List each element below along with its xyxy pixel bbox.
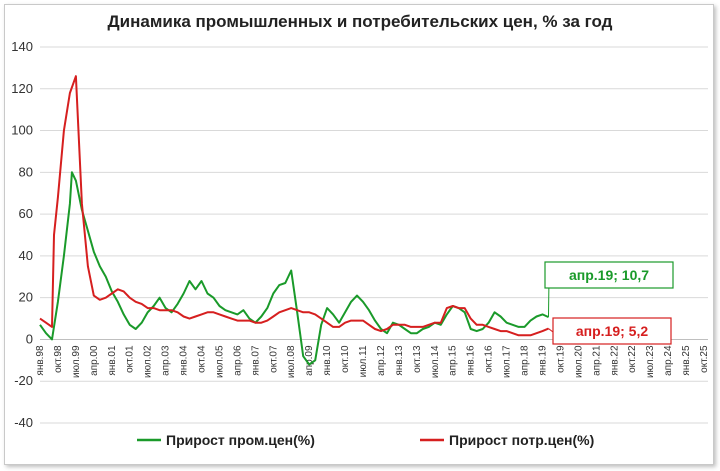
x-tick-label: апр.18 <box>520 345 531 376</box>
x-tick-label: янв.07 <box>250 345 261 376</box>
x-tick-label: июл.11 <box>358 345 369 377</box>
x-tick-label: апр.12 <box>376 345 387 376</box>
x-tick-label: янв.25 <box>681 345 692 376</box>
y-tick-label: 80 <box>19 164 33 179</box>
x-tick-label: янв.22 <box>609 345 620 376</box>
x-tick-label: апр.03 <box>161 345 172 376</box>
x-tick-label: янв.10 <box>322 345 333 376</box>
y-tick-label: 60 <box>19 206 33 221</box>
legend-label: Прирост потр.цен(%) <box>449 432 594 448</box>
x-tick-label: апр.06 <box>232 345 243 376</box>
x-tick-label: апр.21 <box>591 345 602 376</box>
x-tick-label: окт.04 <box>197 345 208 373</box>
series-line-1 <box>39 171 549 366</box>
x-tick-label: апр.09 <box>304 345 315 376</box>
x-tick-label: окт.98 <box>53 345 64 373</box>
legend: Прирост пром.цен(%) Прирост потр.цен(%) <box>137 432 594 448</box>
y-tick-label: 120 <box>11 81 33 96</box>
x-tick-label: июл.02 <box>143 345 154 378</box>
y-tick-label: 100 <box>11 123 33 138</box>
annotation-label: апр.19; 10,7 <box>569 267 649 283</box>
x-tick-label: окт.13 <box>412 345 423 373</box>
x-tick-label: июл.20 <box>573 345 584 378</box>
x-tick-label: янв.98 <box>35 345 46 376</box>
x-axis-ticks: янв.98 окт.98 июл.99 апр.00 янв.01 окт.01 июл.… <box>35 345 710 378</box>
y-tick-label: -40 <box>14 415 33 430</box>
x-tick-label: июл.99 <box>71 345 82 378</box>
annotation-box <box>552 317 672 345</box>
annotations: апр.19; 10,7 апр.19; 5,2 <box>544 261 674 345</box>
grid-lines <box>40 46 708 424</box>
y-tick-label: 140 <box>11 39 33 54</box>
x-tick-label: окт.10 <box>340 345 351 373</box>
y-tick-label: 20 <box>19 290 33 305</box>
x-tick-label: апр.00 <box>89 345 100 376</box>
series-lines <box>39 75 549 366</box>
chart-frame <box>4 4 714 465</box>
annotation-label: апр.19; 5,2 <box>576 323 648 339</box>
x-tick-label: янв.13 <box>394 345 405 376</box>
x-tick-label: апр.24 <box>663 345 674 376</box>
y-tick-label: 0 <box>26 331 33 346</box>
x-tick-label: июл.23 <box>645 345 656 378</box>
x-tick-label: июл.14 <box>430 345 441 378</box>
x-tick-label: апр.15 <box>448 345 459 376</box>
x-tick-label: окт.19 <box>555 345 566 373</box>
x-tick-label: янв.04 <box>179 345 190 376</box>
y-axis-ticks: -40 -20 0 20 40 60 80 100 120 140 <box>11 39 33 430</box>
y-tick-label: -20 <box>14 373 33 388</box>
x-tick-label: окт.01 <box>125 345 136 373</box>
x-tick-label: янв.19 <box>537 345 548 376</box>
chart-title: Динамика промышленных и потребительских … <box>108 12 613 31</box>
x-tick-label: окт.07 <box>268 345 279 373</box>
x-tick-label: окт.22 <box>627 345 638 373</box>
x-tick-label: июл.08 <box>286 345 297 378</box>
x-tick-label: окт.16 <box>484 345 495 373</box>
x-tick-label: янв.16 <box>466 345 477 376</box>
y-tick-label: 40 <box>19 248 33 263</box>
x-tick-label: июл.05 <box>214 345 225 378</box>
series-line-2 <box>39 75 549 337</box>
x-tick-label: янв.01 <box>107 345 118 376</box>
x-tick-label: июл.17 <box>502 345 513 378</box>
x-tick-label: окт.25 <box>699 345 710 373</box>
legend-label: Прирост пром.цен(%) <box>166 432 315 448</box>
annotation-box <box>544 261 674 289</box>
